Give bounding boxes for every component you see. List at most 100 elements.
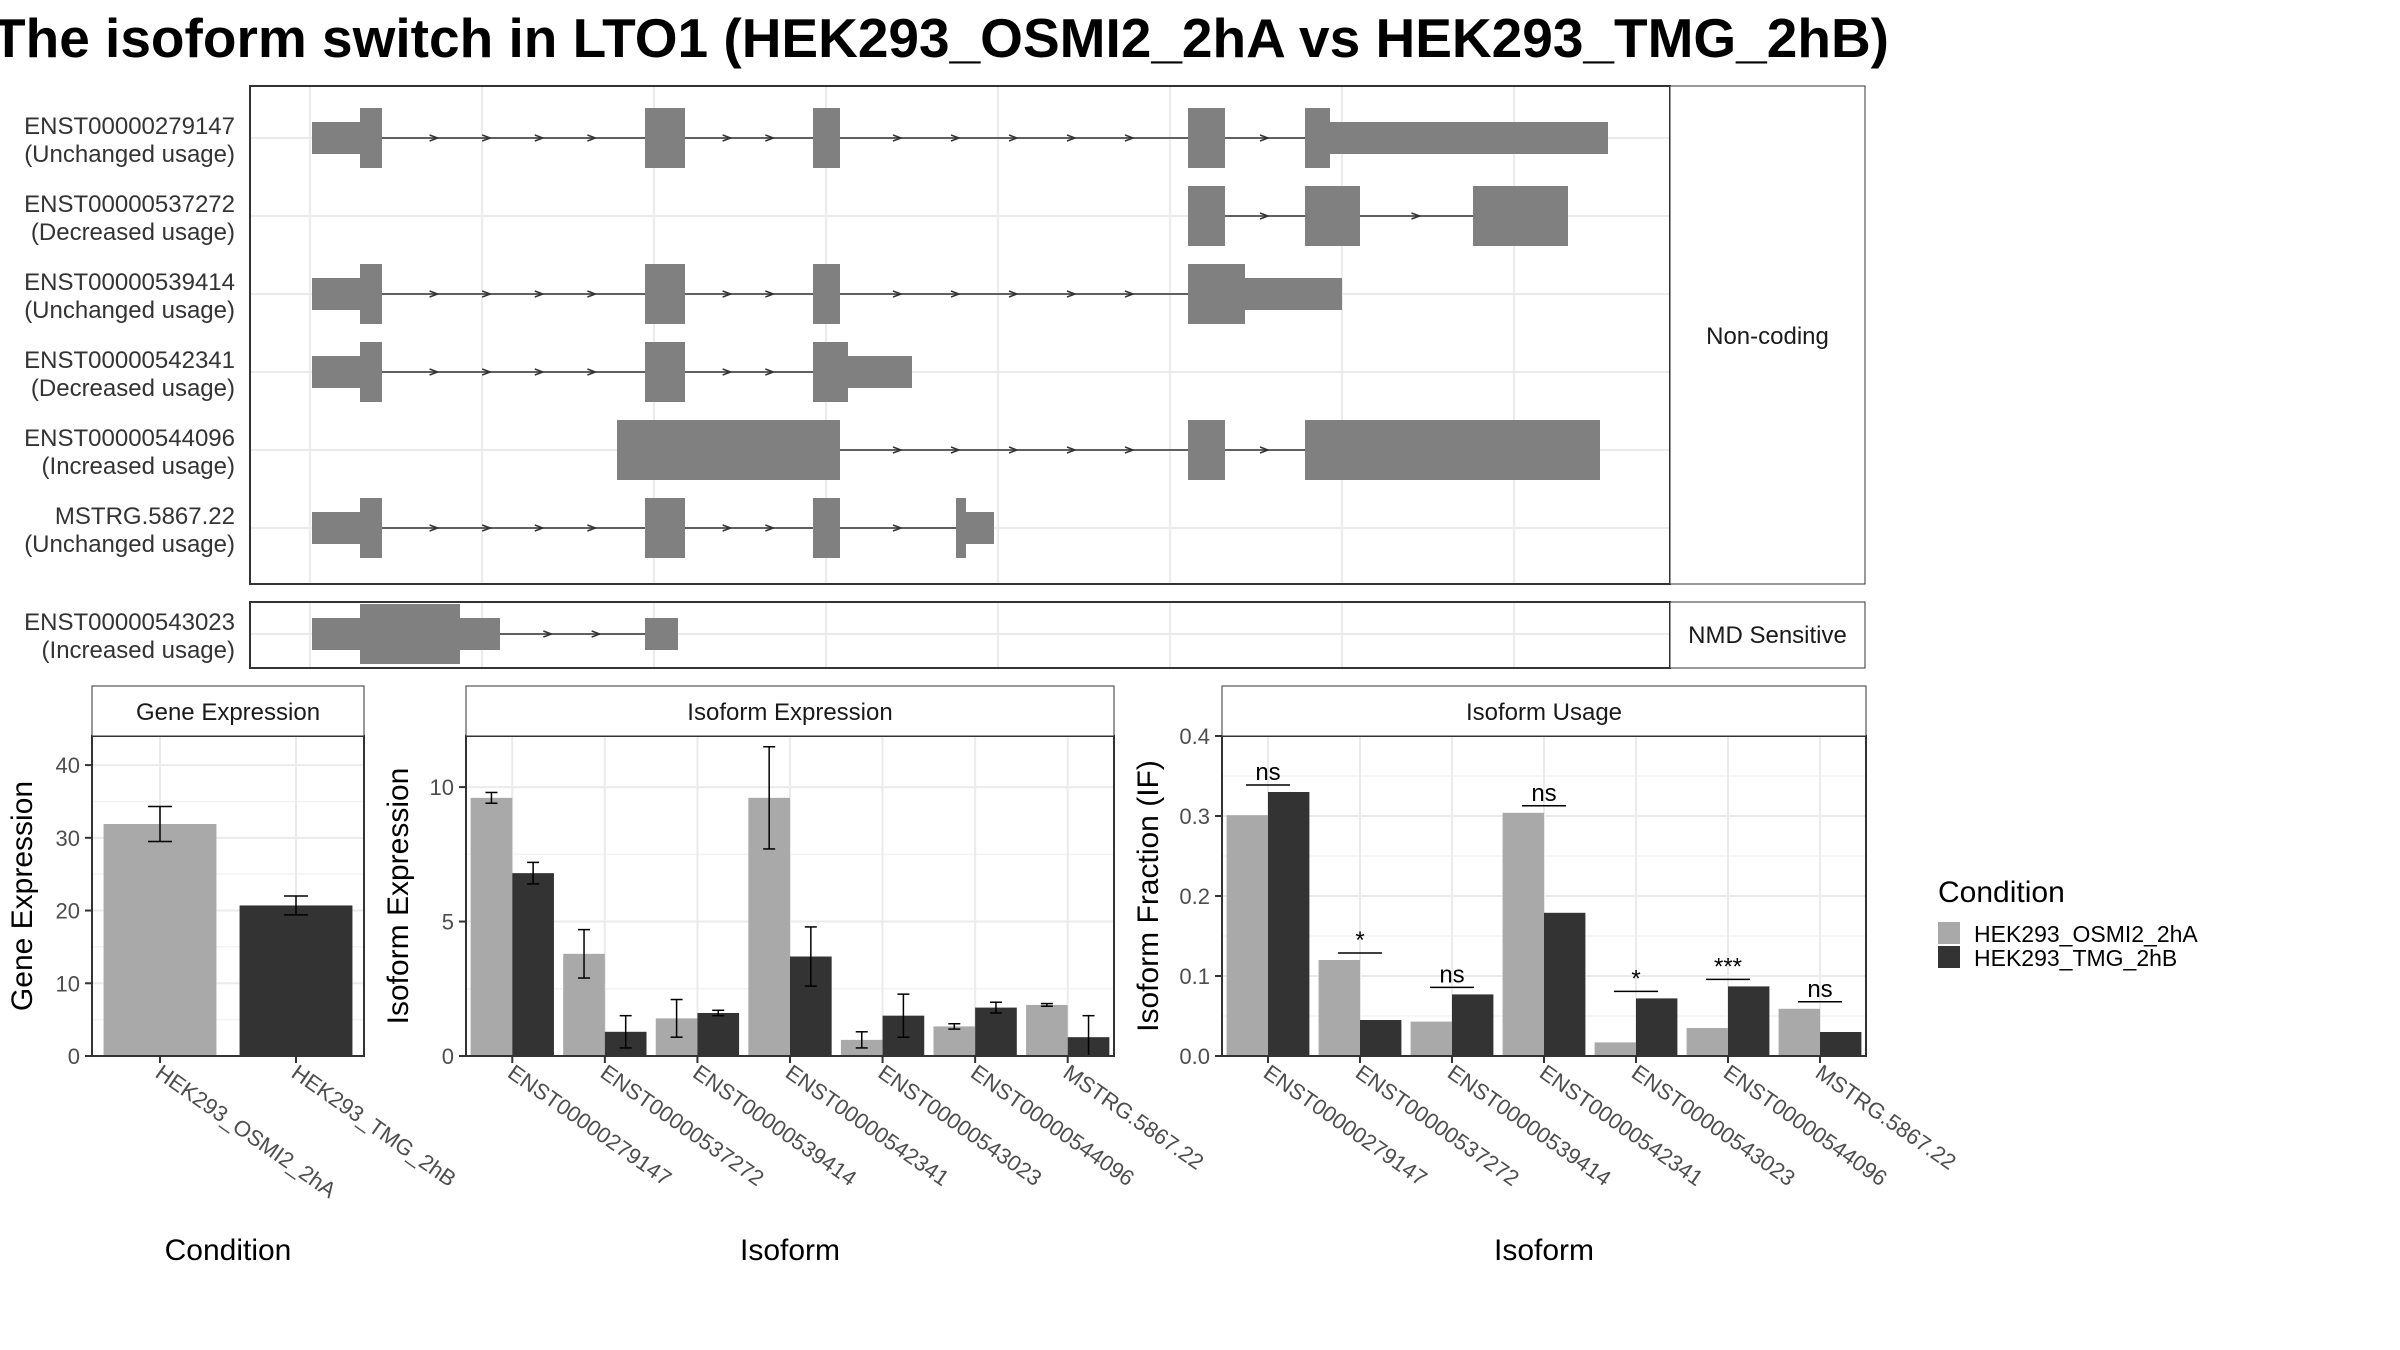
y-tick-label: 0.1 — [1179, 964, 1210, 989]
bar — [933, 1026, 976, 1056]
y-axis-title: Isoform Expression — [382, 768, 415, 1025]
y-axis-title: Gene Expression — [6, 781, 39, 1011]
bar — [697, 1012, 740, 1056]
intron-arrow — [765, 524, 776, 532]
exon-block — [1188, 264, 1245, 324]
significance-label: ns — [1255, 759, 1280, 786]
intron-arrow — [722, 290, 733, 298]
utr-block — [312, 356, 360, 388]
y-axis-title: Isoform Fraction (IF) — [1132, 760, 1165, 1032]
intron-arrow — [1066, 290, 1078, 298]
exon-block — [617, 420, 840, 480]
intron-arrow — [481, 134, 493, 142]
bar — [1820, 1032, 1862, 1056]
exon-block — [645, 108, 685, 168]
y-tick-label: 0.0 — [1179, 1044, 1210, 1069]
utr-block — [312, 122, 360, 154]
facet-strip-title: Gene Expression — [136, 699, 320, 726]
exon-block — [645, 342, 685, 402]
legend-swatch-condition-b — [1938, 946, 1960, 968]
intron-arrow — [1008, 446, 1020, 454]
exon-block — [1305, 186, 1360, 246]
exon-block — [1473, 186, 1568, 246]
significance-label: ns — [1439, 961, 1464, 988]
facet-strip — [91, 685, 365, 737]
intron-arrow — [1259, 446, 1271, 454]
y-tick-label: 10 — [56, 971, 80, 996]
condition-legend: Condition HEK293_OSMI2_2hA HEK293_TMG_2h… — [1938, 876, 2198, 971]
x-axis-title: Isoform — [740, 1234, 840, 1267]
nmd-strip-label: NMD Sensitive — [1688, 622, 1847, 649]
bar — [470, 797, 513, 1056]
intron-arrow — [1124, 446, 1136, 454]
utr-block — [312, 618, 360, 650]
transcript-id-label: ENST00000537272 — [24, 191, 235, 218]
exon-block — [360, 108, 382, 168]
transcript-usage-label: (Increased usage) — [42, 453, 235, 480]
transcript-usage-label: (Decreased usage) — [31, 219, 235, 246]
bar — [1728, 986, 1770, 1056]
y-tick-label: 0 — [68, 1044, 80, 1069]
facet-strip-title: Isoform Usage — [1466, 699, 1622, 726]
intron-arrow — [481, 524, 493, 532]
intron-arrow — [950, 134, 962, 142]
exon-block — [1188, 186, 1225, 246]
transcript-usage-label: (Unchanged usage) — [24, 297, 235, 324]
bar — [1268, 792, 1310, 1056]
intron-arrow — [591, 630, 602, 638]
exon-block — [813, 108, 840, 168]
exon-block — [360, 264, 382, 324]
exon-block — [1188, 420, 1225, 480]
significance-label: *** — [1714, 953, 1742, 980]
intron-arrow — [481, 290, 493, 298]
significance-label: * — [1355, 927, 1364, 954]
exon-block — [360, 342, 382, 402]
intron-arrow — [534, 368, 545, 376]
y-tick-label: 0.4 — [1179, 724, 1210, 749]
utr-block — [460, 618, 500, 650]
intron-arrow — [1066, 446, 1078, 454]
intron-arrow — [1066, 134, 1078, 142]
facet-strip-title: Isoform Expression — [687, 699, 892, 726]
legend-label-condition-a: HEK293_OSMI2_2hA — [1974, 921, 2198, 947]
utr-block — [966, 512, 994, 544]
bar — [1544, 912, 1586, 1056]
intron-arrow — [587, 524, 598, 532]
intron-arrow — [587, 368, 598, 376]
noncoding-strip-label: Non-coding — [1706, 323, 1829, 350]
transcript-usage-label: (Decreased usage) — [31, 375, 235, 402]
transcript-id-label: ENST00000539414 — [24, 269, 235, 296]
exon-block — [360, 604, 460, 664]
bar — [512, 873, 554, 1056]
intron-arrow — [722, 368, 733, 376]
legend-title: Condition — [1938, 876, 2065, 909]
y-tick-label: 20 — [56, 899, 80, 924]
bar — [975, 1007, 1017, 1056]
intron-arrow — [429, 524, 440, 532]
bar — [1686, 1028, 1728, 1056]
transcript-usage-label: (Unchanged usage) — [24, 141, 235, 168]
y-tick-label: 10 — [430, 775, 454, 800]
intron-arrow — [892, 290, 904, 298]
utr-block — [312, 512, 360, 544]
intron-arrow — [534, 290, 545, 298]
bar — [1026, 1004, 1068, 1056]
utr-block — [1245, 278, 1342, 310]
exon-block — [360, 498, 382, 558]
intron-arrow — [765, 134, 776, 142]
significance-label: ns — [1807, 976, 1832, 1003]
utr-block — [645, 618, 678, 650]
intron-arrow — [892, 446, 904, 454]
intron-arrow — [1124, 134, 1136, 142]
nmd-strip — [1669, 601, 1866, 669]
exon-block — [1188, 108, 1225, 168]
bar — [1360, 1020, 1402, 1056]
significance-label: * — [1631, 965, 1640, 992]
transcript-id-label: ENST00000279147 — [24, 113, 235, 140]
bar — [1502, 812, 1544, 1056]
legend-label-condition-b: HEK293_TMG_2hB — [1974, 945, 2177, 971]
bar — [1594, 1042, 1636, 1056]
y-tick-label: 40 — [56, 753, 80, 778]
exon-block — [645, 264, 685, 324]
